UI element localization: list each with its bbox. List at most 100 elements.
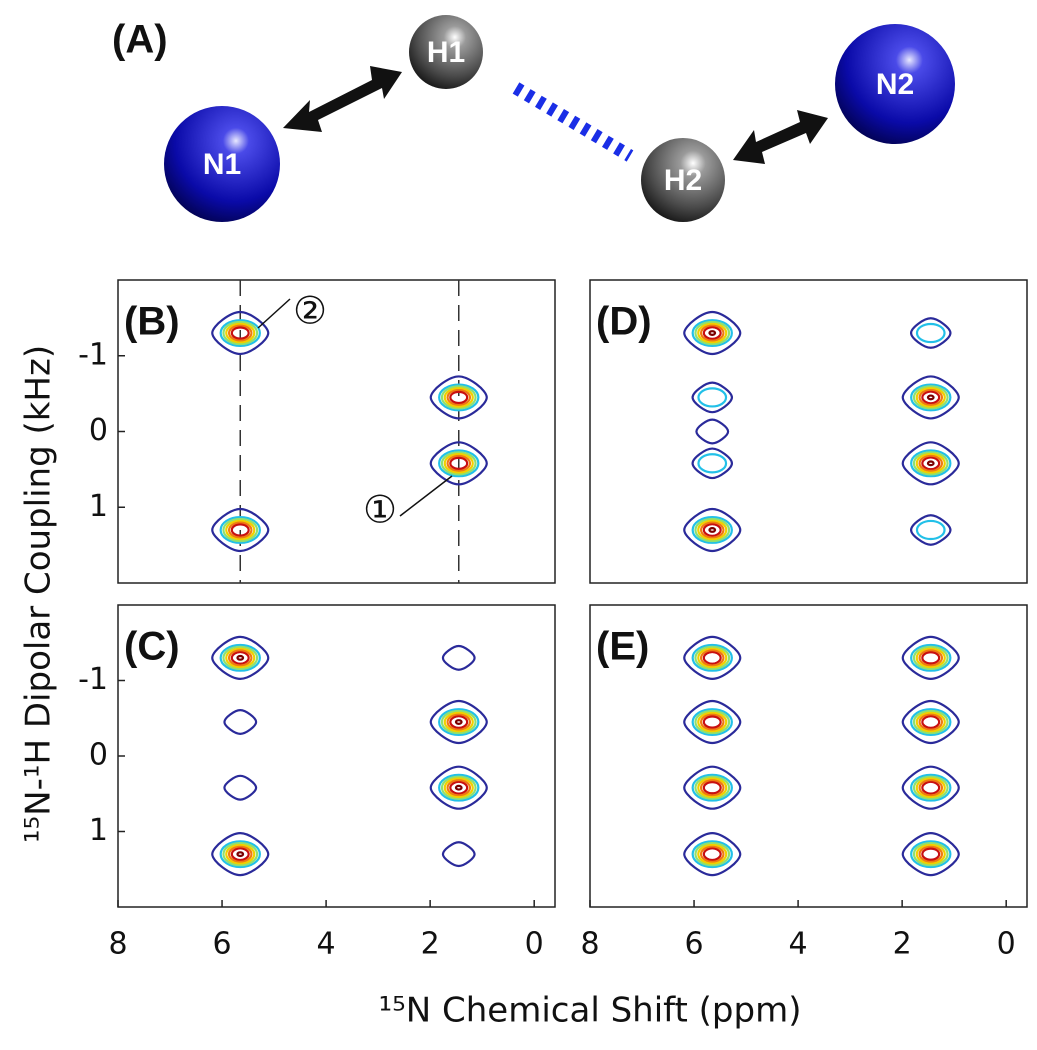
contour-ring: [227, 649, 253, 667]
contour-ring: [910, 643, 952, 672]
contour-ring: [223, 709, 258, 736]
annotation: ②: [293, 289, 327, 333]
contour-ring: [924, 717, 938, 727]
contour-ring: [918, 713, 944, 731]
y-tick-label: -1: [78, 662, 108, 697]
contour-ring: [438, 773, 480, 802]
annotation-arrow: [399, 475, 453, 517]
y-tick-label: 0: [89, 413, 108, 448]
contour-ring: [446, 388, 472, 406]
plot-frame: [589, 279, 1028, 584]
contour-ring: [236, 654, 245, 661]
contour-ring: [705, 328, 719, 338]
contour-ring: [691, 319, 733, 347]
annotation-arrow: [257, 298, 291, 329]
contour-ring: [918, 649, 944, 667]
contour-ring: [915, 322, 946, 344]
x-axis-label: ¹⁵N Chemical Shift (ppm): [379, 991, 802, 1031]
peak: [683, 765, 742, 810]
contour-ring: [915, 647, 946, 669]
contour-ring: [691, 447, 734, 480]
contour-ring: [449, 781, 469, 795]
contour-ring: [219, 643, 261, 672]
contour-ring: [691, 643, 733, 672]
plot-frame: [589, 604, 1028, 908]
contour-ring: [915, 519, 946, 541]
peak: [695, 418, 730, 445]
contour-ring: [446, 713, 472, 731]
contour-ring: [443, 777, 474, 798]
peak: [691, 381, 734, 414]
contour-ring: [230, 326, 250, 340]
contour-ring: [691, 773, 733, 802]
contour-ring: [702, 781, 722, 795]
contour-ring: [697, 387, 728, 408]
peak: [901, 375, 960, 420]
contour-ring: [225, 519, 256, 541]
contour-ring: [915, 711, 946, 733]
contour-ring: [222, 842, 259, 867]
contour-ring: [699, 845, 725, 863]
contour-ring: [691, 840, 733, 869]
contour-ring: [683, 635, 742, 680]
contour-ring: [909, 514, 952, 546]
contour-ring: [910, 449, 952, 478]
peak: [683, 635, 742, 680]
contour-ring: [449, 715, 469, 729]
contour-ring: [694, 842, 731, 867]
contour-ring: [691, 381, 734, 414]
contour-ring: [702, 523, 722, 537]
peak: [223, 709, 258, 736]
contour-ring: [702, 326, 722, 340]
contour-ring: [683, 507, 742, 553]
atom-label: H1: [427, 36, 465, 69]
contour-ring: [211, 635, 270, 680]
contour-ring: [915, 453, 946, 474]
contour-ring: [236, 851, 245, 858]
contour-ring: [429, 441, 488, 486]
contour-ring: [438, 383, 480, 412]
contour-ring: [915, 777, 946, 798]
contour-ring: [697, 322, 728, 344]
contour-ring: [440, 775, 477, 800]
contour-ring: [227, 521, 253, 539]
contour-ring: [697, 777, 728, 798]
atom-sphere: [409, 15, 483, 89]
contour-ring: [694, 645, 731, 670]
contour-ring: [441, 841, 476, 868]
contour-ring: [219, 319, 261, 347]
y-tick-label: -1: [78, 337, 108, 372]
contour-ring: [443, 453, 474, 474]
contour-ring: [924, 392, 938, 403]
contour-ring: [446, 454, 472, 472]
contour-ring: [912, 842, 949, 867]
peak: [683, 507, 742, 553]
panel-label: (A): [112, 18, 168, 62]
contour-ring: [901, 699, 960, 745]
contour-ring: [683, 765, 742, 810]
contour-ring: [225, 843, 256, 865]
contour-ring: [901, 765, 960, 810]
peak: [909, 317, 952, 349]
peak: [683, 310, 742, 356]
contour-ring: [699, 521, 725, 539]
contour-ring: [705, 525, 719, 535]
atom-sphere: [164, 106, 280, 222]
contour-ring: [452, 782, 466, 793]
x-tick-label: 2: [893, 927, 912, 962]
contour-ring: [909, 317, 952, 349]
contour-ring: [440, 451, 477, 476]
peak: [223, 774, 258, 801]
contour-ring: [697, 711, 728, 733]
contour-ring: [708, 527, 717, 533]
coupling-arrow: [283, 66, 828, 164]
contour-ring: [443, 387, 474, 408]
x-tick-label: 6: [213, 927, 232, 962]
contour-ring: [227, 324, 253, 342]
panel-label: (D): [596, 300, 652, 344]
dashed-link: [512, 82, 634, 162]
x-tick-label: 0: [525, 927, 544, 962]
contour-ring: [222, 517, 259, 543]
contour-ring: [921, 651, 941, 665]
contour-ring: [233, 653, 247, 663]
